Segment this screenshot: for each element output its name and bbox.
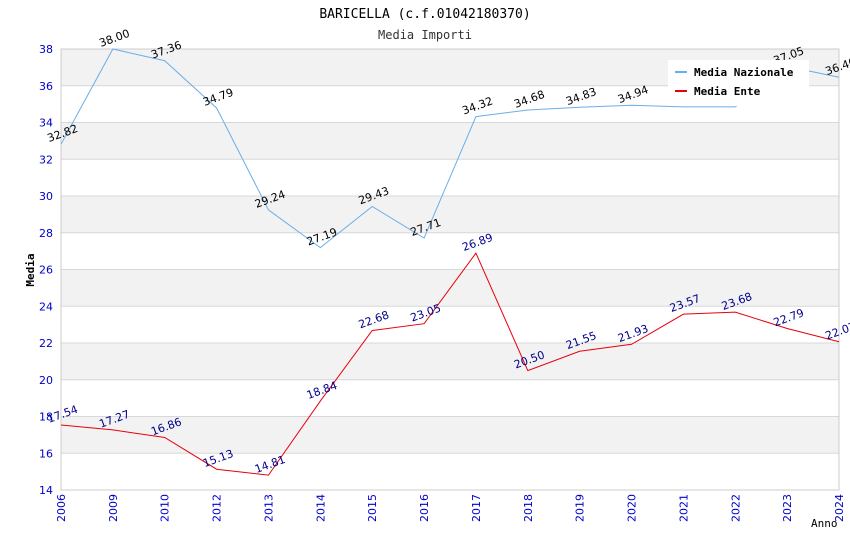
plot-bands: [61, 49, 839, 490]
x-tick-label: 2014: [314, 494, 327, 522]
plot-band: [61, 416, 839, 454]
x-tick-label: 2017: [470, 494, 483, 522]
plot-band: [61, 379, 839, 417]
x-axis-ticks: 2006 2009 2010 2012 2013 2014 2015 2016 2017 2018…: [55, 494, 846, 522]
series-line-media-nazionale: [60, 48, 840, 249]
y-tick-label: 20: [39, 374, 53, 387]
y-tick-label: 24: [39, 300, 53, 313]
plot-band: [61, 453, 839, 490]
x-tick-label: 2020: [626, 494, 639, 522]
chart-title: BARICELLA (c.f.01042180370): [319, 7, 530, 22]
plot-band: [61, 122, 839, 160]
grid-lines: [60, 48, 840, 491]
y-tick-label: 26: [39, 264, 53, 277]
y-tick-label: 14: [39, 484, 53, 497]
x-tick-label: 2015: [366, 494, 379, 522]
x-axis-label: Anno: [811, 517, 838, 530]
chart-subtitle: Media Importi: [378, 28, 472, 42]
y-tick-label: 16: [39, 447, 53, 460]
y-tick-label: 34: [39, 117, 53, 130]
y-tick-label: 18: [39, 411, 53, 424]
series-lines: [60, 48, 840, 476]
plot-band: [61, 232, 839, 270]
x-tick-label: 2019: [574, 494, 587, 522]
series-line-media-ente: [60, 252, 840, 476]
y-tick-label: 22: [39, 337, 53, 350]
x-tick-label: 2024: [833, 494, 846, 522]
x-tick-label: 2012: [211, 494, 224, 522]
y-tick-label: 30: [39, 190, 53, 203]
x-tick-label: 2006: [55, 494, 68, 522]
x-tick-label: 2021: [677, 494, 690, 522]
plot-band: [61, 196, 839, 233]
plot-band: [61, 306, 839, 343]
x-tick-label: 2010: [159, 494, 172, 522]
x-tick-label: 2018: [522, 494, 535, 522]
y-axis-ticks: 14 16 18 20 22 24 26 28 30 32 34 36 38: [39, 43, 53, 497]
x-tick-label: 2016: [418, 494, 431, 522]
legend-label: Media Nazionale: [694, 66, 794, 79]
plot-frame: [60, 48, 840, 491]
x-tick-label: 2013: [262, 494, 275, 522]
data-label: 38.00: [97, 27, 131, 50]
y-tick-label: 32: [39, 153, 53, 166]
y-tick-label: 38: [39, 43, 53, 56]
legend-label: Media Ente: [694, 85, 761, 98]
plot-band: [61, 343, 839, 380]
x-tick-label: 2009: [107, 494, 120, 522]
legend-box: [668, 60, 809, 106]
legend: Media Nazionale Media Ente: [668, 60, 809, 106]
y-tick-label: 36: [39, 80, 53, 93]
x-tick-label: 2022: [729, 494, 742, 522]
y-axis-label: Media: [24, 253, 37, 286]
x-tick-label: 2023: [781, 494, 794, 522]
y-tick-label: 28: [39, 227, 53, 240]
